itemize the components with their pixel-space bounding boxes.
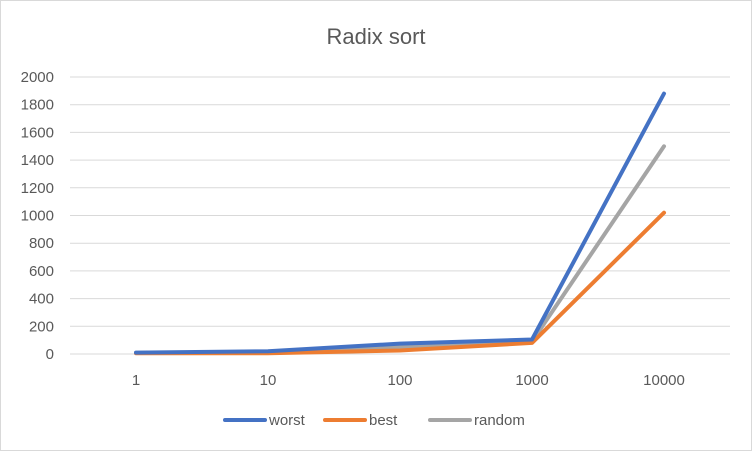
x-axis-tick-labels: 1 10 100 1000 10000 (132, 372, 685, 389)
legend-label: random (474, 412, 525, 429)
x-tick-label: 1 (132, 372, 140, 389)
legend-label: best (369, 412, 398, 429)
legend-item-best: best (323, 412, 398, 429)
x-tick-label: 1000 (515, 372, 548, 389)
chart-title: Radix sort (326, 24, 425, 49)
y-tick-label: 400 (29, 291, 54, 308)
series-line-worst (134, 91, 666, 355)
y-tick-label: 2000 (21, 69, 54, 86)
y-tick-label: 1400 (21, 152, 54, 169)
x-tick-label: 100 (387, 372, 412, 389)
y-tick-label: 600 (29, 263, 54, 280)
y-axis-tick-labels: 0 200 400 600 800 1000 1200 1400 1600 1800 2000 (21, 69, 54, 363)
y-tick-label: 1800 (21, 97, 54, 114)
legend-item-worst: worst (223, 412, 306, 429)
y-tick-label: 200 (29, 318, 54, 335)
y-tick-label: 1000 (21, 208, 54, 225)
y-tick-label: 1600 (21, 124, 54, 141)
legend-label: worst (268, 412, 306, 429)
x-tick-label: 10 (260, 372, 277, 389)
y-tick-label: 1200 (21, 180, 54, 197)
series-line-best (134, 210, 666, 356)
y-tick-label: 0 (46, 346, 54, 363)
gridlines (70, 76, 730, 355)
y-tick-label: 800 (29, 235, 54, 252)
series-line-random (134, 144, 666, 355)
legend-item-random: random (428, 412, 525, 429)
legend: worst best random (223, 412, 525, 429)
x-tick-label: 10000 (643, 372, 685, 389)
series-lines (134, 91, 666, 356)
